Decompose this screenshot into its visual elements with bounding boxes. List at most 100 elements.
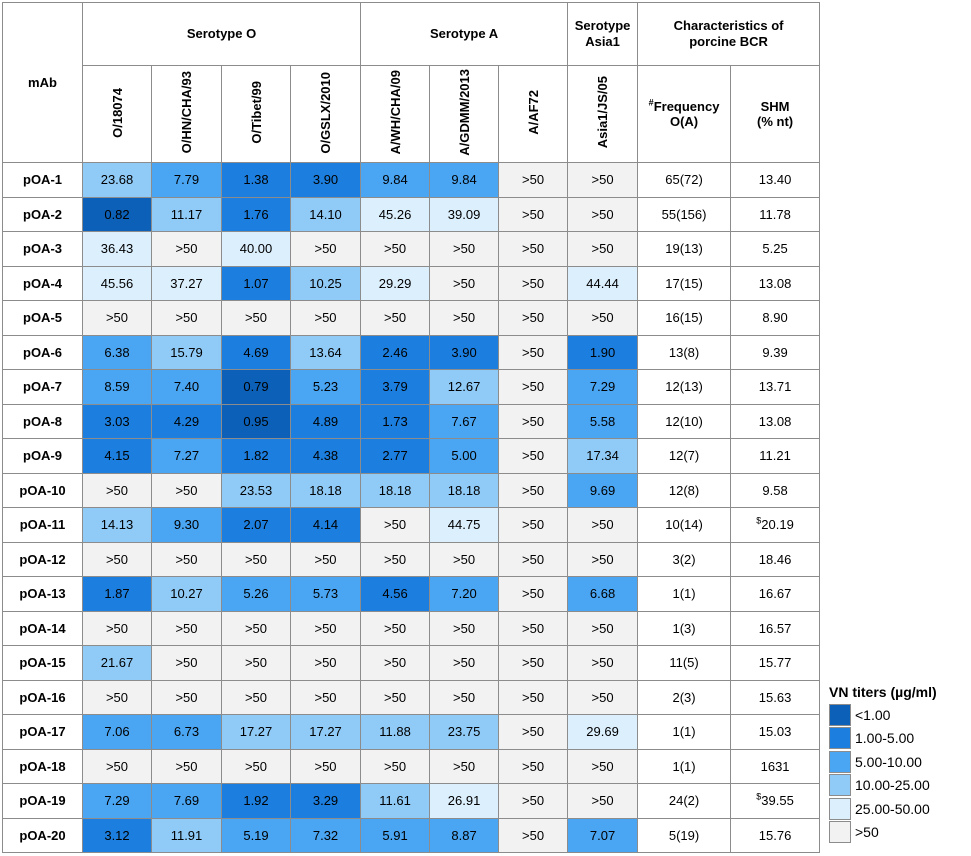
vn-titer-cell: >50 (567, 610, 639, 646)
vn-titer-cell: 18.18 (360, 472, 431, 508)
mab-name: pOA-5 (2, 300, 83, 336)
frequency-cell: 13(8) (637, 334, 732, 370)
vn-titer-cell: 5.58 (567, 403, 639, 439)
vn-titer-cell: 21.67 (82, 645, 152, 681)
table-row: pOA-16 >50 >50 >50 >50 >50 >50 >50 >50 2(3) 15.63 (2, 679, 821, 715)
table-row: pOA-5 >50 >50 >50 >50 >50 >50 >50 >50 16(15) 8.90 (2, 300, 821, 336)
vn-titer-cell: >50 (498, 507, 569, 543)
legend-label: 25.00-50.00 (855, 800, 930, 817)
strain-header-7: Asia1/JS/05 (567, 65, 639, 163)
table-row: pOA-17 7.06 6.73 17.27 17.27 11.88 23.75 >50 29.… (2, 714, 821, 750)
vn-titer-cell: >50 (82, 541, 152, 577)
shm-cell: 15.63 (730, 679, 821, 715)
vn-titer-cell: 8.87 (429, 817, 500, 853)
vn-titer-cell: 17.34 (567, 438, 639, 474)
table-row: pOA-7 8.59 7.40 0.79 5.23 3.79 12.67 >50 7.29 12(… (2, 369, 821, 405)
table-row: pOA-14 >50 >50 >50 >50 >50 >50 >50 >50 1(3) 16.57 (2, 610, 821, 646)
group-header-1: Serotype A (360, 2, 569, 66)
mab-name: pOA-1 (2, 162, 83, 198)
table-row: pOA-8 3.03 4.29 0.95 4.89 1.73 7.67 >50 5.58 12(1… (2, 403, 821, 439)
vn-titer-cell: 7.40 (151, 369, 222, 405)
frequency-cell: 16(15) (637, 300, 732, 336)
vn-titer-cell: >50 (289, 300, 362, 336)
frequency-cell: 12(7) (637, 438, 732, 474)
vn-titer-cell: >50 (498, 196, 569, 232)
shm-cell: 16.57 (730, 610, 821, 646)
shm-cell: 8.90 (730, 300, 821, 336)
vn-titer-cell: 2.07 (221, 507, 291, 543)
vn-titer-cell: >50 (151, 748, 222, 784)
row-header-mab: mAb (2, 2, 83, 163)
vn-titer-cell: 7.79 (151, 162, 222, 198)
vn-titer-cell: 0.79 (221, 369, 291, 405)
legend-label: <1.00 (855, 706, 891, 723)
vn-titer-cell: 4.29 (151, 403, 222, 439)
vn-titer-cell: >50 (360, 300, 431, 336)
vn-titer-cell: 37.27 (151, 265, 222, 301)
vn-titer-cell: 7.29 (567, 369, 639, 405)
vn-titer-cell: 6.68 (567, 576, 639, 612)
strain-header-5: A/GDMM/2013 (429, 65, 500, 163)
frequency-cell: 10(14) (637, 507, 732, 543)
table-row: pOA-6 6.38 15.79 4.69 13.64 2.46 3.90 >50 1.90 13… (2, 334, 821, 370)
legend-item: 5.00-10.00 (829, 750, 971, 774)
strain-header-2: O/Tibet/99 (221, 65, 291, 163)
vn-titer-cell: 8.59 (82, 369, 152, 405)
legend-swatch (829, 821, 851, 844)
vn-titer-cell: 23.68 (82, 162, 152, 198)
vn-titer-cell: 44.44 (567, 265, 639, 301)
vn-titer-cell: >50 (289, 541, 362, 577)
vn-titer-cell: 9.69 (567, 472, 639, 508)
frequency-cell: 17(15) (637, 265, 732, 301)
vn-titer-cell: >50 (82, 610, 152, 646)
shm-header: SHM (% nt) (730, 65, 821, 163)
vn-titer-cell: >50 (151, 679, 222, 715)
vn-titer-cell: 5.91 (360, 817, 431, 853)
vn-titer-cell: 6.38 (82, 334, 152, 370)
shm-cell: 15.76 (730, 817, 821, 853)
table-row: pOA-13 1.87 10.27 5.26 5.73 4.56 7.20 >50 6.68 1(… (2, 576, 821, 612)
frequency-cell: 65(72) (637, 162, 732, 198)
frequency-cell: 5(19) (637, 817, 732, 853)
vn-titer-cell: >50 (221, 610, 291, 646)
vn-titer-cell: >50 (289, 679, 362, 715)
vn-titer-cell: 0.95 (221, 403, 291, 439)
vn-titer-cell: >50 (289, 231, 362, 267)
vn-titer-cell: >50 (221, 679, 291, 715)
shm-cell: 5.25 (730, 231, 821, 267)
vn-titer-cell: >50 (151, 645, 222, 681)
vn-titer-cell: >50 (429, 300, 500, 336)
table-row: pOA-11 14.13 9.30 2.07 4.14 >50 44.75 >50 >50 10(… (2, 507, 821, 543)
strain-label: O/HN/CHA/93 (179, 71, 194, 154)
shm-cell: 15.03 (730, 714, 821, 750)
mab-name: pOA-3 (2, 231, 83, 267)
shm-cell: 13.08 (730, 403, 821, 439)
vn-titer-cell: 3.29 (289, 783, 362, 819)
vn-titer-cell: 18.18 (429, 472, 500, 508)
vn-titer-cell: 15.79 (151, 334, 222, 370)
vn-titer-cell: >50 (82, 748, 152, 784)
shm-cell: 16.67 (730, 576, 821, 612)
legend-item: <1.00 (829, 703, 971, 727)
vn-titer-cell: >50 (567, 196, 639, 232)
vn-titer-cell: >50 (151, 231, 222, 267)
vn-titer-cell: >50 (360, 610, 431, 646)
vn-titer-cell: >50 (289, 610, 362, 646)
vn-titer-cell: >50 (429, 679, 500, 715)
vn-titer-cell: >50 (360, 231, 431, 267)
vn-titer-cell: 40.00 (221, 231, 291, 267)
vn-titer-cell: >50 (289, 748, 362, 784)
vn-titer-cell: 44.75 (429, 507, 500, 543)
shm-cell: 9.39 (730, 334, 821, 370)
vn-titer-cell: 7.27 (151, 438, 222, 474)
vn-titer-cell: >50 (429, 265, 500, 301)
strain-label: O/Tibet/99 (248, 81, 264, 144)
vn-titer-cell: >50 (498, 231, 569, 267)
shm-cell: 9.58 (730, 472, 821, 508)
vn-titer-cell: 29.69 (567, 714, 639, 750)
vn-titer-cell: >50 (498, 714, 569, 750)
vn-titer-cell: 7.67 (429, 403, 500, 439)
shm-cell: 11.21 (730, 438, 821, 474)
strain-header-1: O/HN/CHA/93 (151, 65, 222, 163)
shm-cell: 13.71 (730, 369, 821, 405)
